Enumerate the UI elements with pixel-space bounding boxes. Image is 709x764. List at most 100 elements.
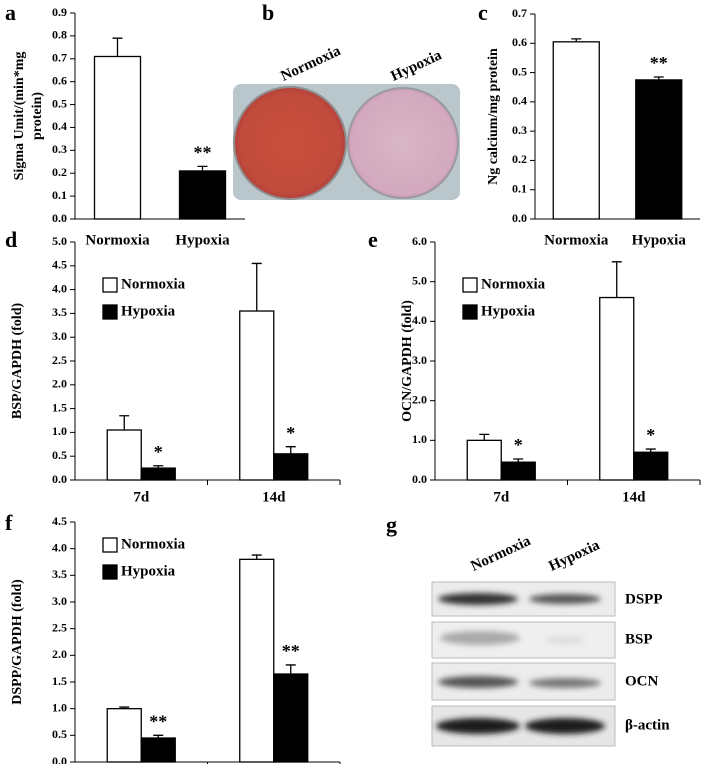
bar [140, 467, 176, 481]
y-axis-label: DSPP/GAPDH (fold) [10, 579, 25, 705]
error-bar [645, 448, 656, 453]
y-tick-label: 0.0 [52, 472, 67, 486]
panel-letter: e [368, 227, 378, 252]
bar [273, 673, 309, 763]
column-label: Normoxia [468, 533, 533, 575]
bar [140, 737, 176, 763]
blot-band [525, 718, 605, 734]
error-bar [285, 664, 296, 674]
y-tick-label: 0.5 [52, 448, 67, 462]
x-tick-label: Hypoxia [175, 232, 230, 248]
y-tick-label: 1.0 [52, 424, 67, 438]
bar [635, 79, 683, 220]
y-tick-label: 1.5 [52, 400, 67, 414]
bar [239, 558, 275, 763]
error-bar [119, 706, 130, 709]
y-tick-label: 1.5 [52, 674, 67, 688]
bar [178, 170, 227, 220]
blot-band [529, 594, 601, 604]
legend-swatch [462, 304, 478, 320]
x-tick-label: Normoxia [544, 232, 609, 248]
y-tick-label: 0.7 [52, 51, 67, 65]
legend-swatch [102, 537, 118, 553]
blot-band [438, 676, 518, 688]
y-tick-label: 0.0 [52, 754, 67, 764]
y-tick-label: 0.4 [52, 119, 67, 133]
y-tick-label: 0.0 [512, 211, 527, 225]
bar [239, 310, 275, 481]
bar [633, 451, 669, 481]
bar [466, 439, 502, 481]
y-tick-label: 4.5 [52, 514, 67, 528]
error-bar [112, 37, 123, 57]
blot-band [529, 678, 601, 688]
legend-label: Normoxia [481, 276, 546, 292]
error-bar [119, 415, 130, 431]
row-label: DSPP [625, 591, 663, 607]
y-tick-label: 2.0 [52, 377, 67, 391]
blot-band [438, 593, 518, 605]
row-label: BSP [625, 631, 653, 647]
y-tick-label: 1.0 [412, 432, 427, 446]
row-label: β-actin [625, 717, 670, 733]
y-tick-label: 0.7 [512, 6, 527, 20]
error-bar [611, 261, 622, 298]
significance-label: * [514, 435, 523, 455]
x-tick-label: 7d [133, 489, 150, 505]
panel-letter: f [5, 510, 13, 535]
y-tick-label: 3.0 [52, 329, 67, 343]
y-tick-label: 1.0 [52, 700, 67, 714]
y-tick-label: 0.2 [512, 152, 527, 166]
y-tick-label: 2.0 [412, 392, 427, 406]
y-tick-label: 0.9 [52, 5, 67, 19]
y-tick-label: 3.0 [52, 594, 67, 608]
panel-g: g Normoxia Hypoxia DSPP BSP OCN β-actin [386, 512, 670, 747]
significance-label: * [646, 425, 655, 445]
column-label: Hypoxia [388, 47, 444, 85]
y-tick-label: 0.0 [52, 211, 67, 225]
bar [93, 55, 142, 220]
y-tick-label: 2.5 [52, 353, 67, 367]
bar [106, 429, 142, 481]
panel-letter: b [262, 0, 274, 25]
legend-label: Normoxia [121, 536, 186, 552]
significance-label: ** [282, 641, 300, 661]
y-tick-label: 0.5 [512, 64, 527, 78]
y-tick-label: 4.0 [412, 313, 427, 327]
column-label: Normoxia [278, 43, 343, 85]
legend-label: Hypoxia [481, 303, 536, 319]
error-bar [197, 165, 208, 171]
row-label: OCN [625, 673, 659, 689]
y-tick-label: 2.5 [52, 620, 67, 634]
blot-band [436, 718, 520, 734]
x-tick-label: Hypoxia [632, 232, 687, 248]
y-axis-label: protein) [30, 92, 45, 140]
significance-label: * [286, 423, 295, 443]
y-tick-label: 0.1 [512, 181, 527, 195]
y-axis-label: BSP/GAPDH (fold) [10, 303, 25, 420]
dish-normoxia [233, 86, 347, 200]
y-tick-label: 0.4 [512, 94, 527, 108]
y-tick-label: 5.0 [412, 273, 427, 287]
y-tick-label: 0.2 [52, 165, 67, 179]
legend-swatch [102, 304, 118, 320]
blot-band [545, 636, 585, 644]
dish-hypoxia [347, 87, 459, 199]
y-axis-label: OCN/GAPDH (fold) [400, 300, 415, 422]
error-bar [153, 465, 164, 469]
panel-letter: c [478, 0, 488, 25]
significance-label: ** [149, 711, 167, 731]
x-tick-label: Normoxia [85, 232, 150, 248]
legend-label: Hypoxia [121, 563, 176, 579]
error-bar [153, 734, 164, 738]
y-tick-label: 4.5 [52, 258, 67, 272]
panel-letter: g [386, 512, 397, 537]
y-tick-label: 6.0 [412, 234, 427, 248]
error-bar [653, 76, 664, 80]
y-tick-label: 0.6 [52, 73, 67, 87]
legend-label: Normoxia [121, 276, 186, 292]
y-tick-label: 5.0 [52, 234, 67, 248]
y-tick-label: 0.3 [512, 123, 527, 137]
error-bar [571, 38, 582, 42]
error-bar [513, 458, 524, 463]
